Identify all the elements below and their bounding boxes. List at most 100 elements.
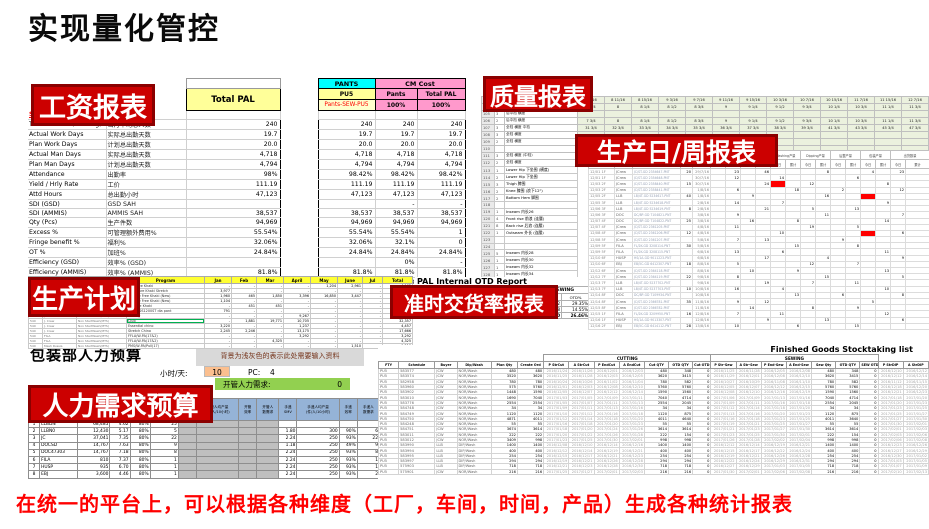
quality-report-label: 质量报表 bbox=[483, 76, 593, 112]
cell: 2017/01/13 bbox=[593, 405, 620, 412]
cell: 112 bbox=[481, 158, 495, 167]
cell: 开管 效率 bbox=[238, 398, 258, 421]
fg-table-header: CUTTING SEWING FTY Schedule Buyer Dip/Wash P… bbox=[377, 354, 929, 369]
cell: Qty (Pcs) bbox=[28, 217, 107, 228]
table-row: 116 2 Knee 膝围 (浪下12") bbox=[481, 187, 578, 195]
table-row: 121 8 Back rise 后浪 (连腰) bbox=[481, 221, 578, 230]
cell bbox=[416, 110, 466, 120]
cell: 80% bbox=[129, 441, 151, 450]
cell: 2017/01/11 bbox=[568, 405, 595, 412]
cell: 11 3/4 bbox=[901, 116, 929, 125]
cell bbox=[793, 109, 821, 118]
cell: 12 7/16 bbox=[901, 95, 929, 104]
cell: 累计 bbox=[784, 159, 802, 169]
cell: 114 bbox=[481, 173, 495, 181]
table-row: 2 LLBN0 12,430 5.17 80% 5 1.80 300 90% 6 bbox=[27, 427, 381, 436]
cell: 37 3/4 bbox=[739, 123, 767, 132]
cell: 4 bbox=[27, 441, 41, 450]
cell: 2017/01/12 bbox=[710, 405, 737, 412]
cell: 10 15/16 bbox=[820, 95, 848, 104]
cell bbox=[280, 140, 318, 150]
cell: 117 bbox=[481, 194, 495, 202]
group-header: 包装产量 bbox=[860, 150, 892, 160]
cell: 81.8% bbox=[416, 267, 466, 278]
cell: 2017/01/23 bbox=[877, 405, 904, 412]
table-row: Efficiency (GSD) 效率% (GSD) 0% - bbox=[28, 257, 466, 268]
cell: 3,600 bbox=[77, 470, 111, 479]
cell: 2017/01/23 bbox=[710, 431, 737, 438]
cell: 2016/11/26 bbox=[568, 367, 595, 375]
cell: 9 bbox=[712, 102, 740, 111]
table-row: 12/09 5F FILA FL/2K-GD 3208114-PNT 30 5/8/16… bbox=[588, 242, 929, 250]
cell: 2016/12/21 bbox=[618, 447, 645, 454]
cell: 93% bbox=[338, 434, 358, 443]
cell: Attendance bbox=[28, 169, 107, 180]
cell: 2016/12/20 bbox=[902, 383, 929, 391]
cell: 9 1/2 bbox=[766, 116, 794, 125]
total-pal-header: Total PAL bbox=[185, 88, 281, 111]
cell bbox=[256, 470, 280, 479]
cell bbox=[195, 419, 240, 429]
cell: 2017/02/06 bbox=[877, 436, 904, 444]
cell: 2016/12/12 bbox=[593, 389, 620, 396]
cell bbox=[815, 322, 832, 330]
cell: 2016/12/28 bbox=[593, 463, 620, 470]
cell: 12/16 2F bbox=[588, 322, 615, 330]
cell: 116 bbox=[481, 187, 495, 195]
cell: 80% bbox=[129, 470, 151, 479]
cell bbox=[494, 235, 505, 244]
cell: 1 bbox=[494, 256, 505, 265]
cell: Lower Hip 下坐围 bbox=[504, 173, 578, 181]
cell: 2017/01/16 bbox=[618, 405, 645, 412]
pants-sew-pu5-cell: Pants-SEW-PU5 bbox=[317, 99, 376, 111]
cell: 2017/01/23 bbox=[902, 399, 929, 407]
table-row: 12/12 7F JCrew JC/ST-GD 2364119-PNT 22 9/8/1… bbox=[588, 273, 929, 281]
table-row: 115 3 Thigh 脾围 bbox=[481, 180, 578, 188]
cell: 14,767 bbox=[77, 441, 111, 450]
cell: 9 3/4 bbox=[793, 116, 821, 125]
cell: Plan Work Days bbox=[28, 139, 107, 150]
cell: 93% bbox=[338, 448, 358, 457]
finished-goods-table: CUTTING SEWING FTY Schedule Buyer Dip/Wash P… bbox=[377, 354, 929, 475]
cell: 0 bbox=[416, 237, 466, 248]
cell: 2017/01/25 bbox=[568, 436, 595, 444]
cell: 2017/01/20 bbox=[877, 399, 904, 407]
cell: 2016/12/16 bbox=[618, 442, 645, 449]
cell: EBJ bbox=[614, 322, 633, 330]
table-row: PU5 583902 JCW NOR/Wash 1448 1590 2016/12/05 20… bbox=[377, 389, 929, 396]
cell: 2017/01/20 bbox=[543, 431, 570, 438]
cell: 1 bbox=[494, 166, 505, 174]
cell bbox=[901, 130, 929, 139]
cell: 累计 bbox=[845, 159, 862, 169]
cell: 32 3/4 bbox=[604, 123, 632, 132]
cell: 2 bbox=[27, 427, 41, 436]
cell: 38,537 bbox=[416, 208, 466, 218]
cell: 2016/12/23 bbox=[902, 389, 929, 396]
cell: 2016/12/05 bbox=[543, 389, 570, 396]
cell: 2016/12/10 bbox=[735, 389, 762, 396]
cell bbox=[280, 150, 318, 160]
cell: JCW bbox=[434, 468, 458, 475]
cell: 2016/12/31 bbox=[785, 458, 813, 465]
cell: 8 1/4 bbox=[631, 102, 659, 111]
cell: 2016/12/30 bbox=[618, 463, 645, 470]
table-row: 107 3 全裆 横度 中裆 31 3/4 32 3/4 33 3/4 34 3/4 35 3… bbox=[481, 123, 929, 132]
cell: 126 bbox=[481, 256, 495, 265]
cell: 2017/02/08 bbox=[785, 468, 813, 475]
table-row: Fringe benefit % 福利% 32.06% 32.06% 32.1% 0 bbox=[28, 237, 466, 248]
packaging-budget-title: 包装部人力预算 bbox=[30, 346, 143, 364]
cell: 3 bbox=[494, 180, 505, 188]
cell: 80% bbox=[129, 463, 151, 472]
cell: 2016/12/14 bbox=[735, 442, 762, 449]
cell: 80% bbox=[129, 455, 151, 465]
cell: 2017/01/27 bbox=[877, 415, 904, 422]
cell: 2 bbox=[494, 137, 505, 146]
cell: 7.35 bbox=[109, 434, 131, 443]
cell bbox=[755, 322, 771, 330]
cell bbox=[317, 257, 376, 268]
cell: 2017/01/07 bbox=[568, 399, 595, 407]
cell: HUSP bbox=[39, 463, 79, 472]
cell bbox=[238, 448, 258, 457]
cell: 94,969 bbox=[416, 217, 466, 228]
cell: EB/5C-GD 6414112-PNT bbox=[632, 322, 681, 330]
